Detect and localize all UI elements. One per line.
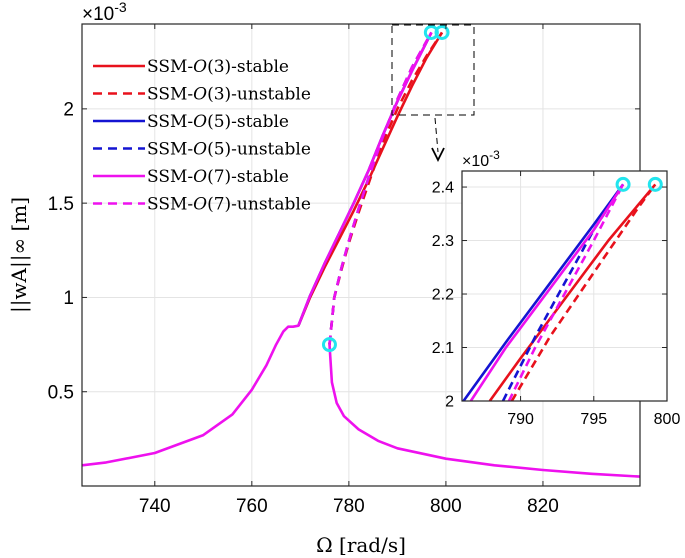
main-y-tick-label: 0.5 bbox=[48, 382, 74, 403]
inset-series bbox=[462, 183, 657, 401]
legend-entry-label: SSM-O(3)-stable bbox=[147, 57, 289, 77]
main-x-tick-label: 820 bbox=[527, 496, 559, 517]
inset-ticks bbox=[462, 171, 668, 402]
main-ticks bbox=[82, 24, 640, 486]
inset-axes-frame bbox=[461, 170, 668, 402]
main-y-tick-label: 2 bbox=[63, 100, 74, 121]
inset-y-tick-label: 2.1 bbox=[432, 340, 454, 357]
inset-y-multiplier: ×10-3 bbox=[462, 148, 500, 170]
legend-entry-label: SSM-O(7)-unstable bbox=[147, 195, 311, 215]
main-series-line-5 bbox=[328, 31, 433, 345]
inset-y-tick-label: 2.4 bbox=[432, 180, 454, 197]
main-bifurcation-marker bbox=[321, 337, 337, 353]
main-y-tick-label: 1.5 bbox=[48, 194, 74, 215]
inset-x-tick-label: 795 bbox=[580, 411, 607, 428]
inset-series-line-1 bbox=[510, 183, 657, 401]
x-axis-label: Ω [rad/s] bbox=[316, 533, 406, 557]
zoom-box bbox=[391, 24, 475, 116]
inset-series-line-2 bbox=[462, 183, 625, 401]
zoom-arrow bbox=[431, 117, 445, 163]
main-bifurcation-marker bbox=[434, 24, 450, 40]
main-x-tick-label: 760 bbox=[236, 496, 268, 517]
main-x-tick-label: 740 bbox=[139, 496, 171, 517]
inset-y-tick-label: 2.3 bbox=[432, 233, 454, 250]
inset-y-tick-label: 2.2 bbox=[432, 287, 454, 304]
main-series-line-6 bbox=[328, 344, 640, 478]
inset-y-tick-label: 2 bbox=[445, 394, 454, 411]
legend: SSM-O(3)-stable SSM-O(3)-unstable SSM-O(5)… bbox=[93, 57, 311, 215]
legend-entry-label: SSM-O(5)-stable bbox=[147, 112, 289, 132]
inset: 790 795 800 2 2.1 2.2 2.3 2.4 ×10-3 bbox=[432, 148, 681, 428]
inset-x-tick-label: 800 bbox=[654, 411, 681, 428]
main-x-tick-label: 800 bbox=[430, 496, 462, 517]
inset-series-line-5 bbox=[507, 183, 625, 401]
inset-series-line-4 bbox=[469, 183, 625, 401]
inset-x-tick-label: 790 bbox=[507, 411, 534, 428]
legend-entry-label: SSM-O(3)-unstable bbox=[147, 85, 311, 105]
main-y-tick-label: 1 bbox=[63, 288, 74, 309]
legend-entry-label: SSM-O(7)-stable bbox=[147, 167, 289, 187]
inset-tick-labels: 790 795 800 2 2.1 2.2 2.3 2.4 bbox=[432, 180, 681, 428]
inset-markers bbox=[615, 176, 663, 192]
main-x-tick-label: 780 bbox=[333, 496, 365, 517]
main-tick-labels: 740 760 780 800 820 0.5 1 1.5 2 bbox=[48, 100, 559, 517]
main-series bbox=[82, 31, 640, 478]
inset-series-line-0 bbox=[488, 183, 657, 401]
y-axis-label: ||wA||∞ [m] bbox=[7, 197, 32, 313]
main-markers bbox=[321, 24, 450, 353]
legend-entry-label: SSM-O(5)-unstable bbox=[147, 140, 311, 160]
inset-bifurcation-marker bbox=[647, 176, 663, 192]
main-y-multiplier: ×10-3 bbox=[82, 0, 127, 25]
inset-bifurcation-marker bbox=[615, 176, 631, 192]
